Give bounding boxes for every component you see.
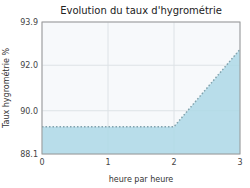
- plot-area: [42, 49, 240, 154]
- y-axis-label: Taux hygrométrie %: [1, 48, 11, 130]
- x-tick-label: 1: [105, 158, 110, 167]
- y-tick-label: 92.0: [20, 61, 38, 70]
- y-tick-label: 88.1: [20, 150, 38, 159]
- plot-background: [42, 22, 240, 154]
- line: [42, 49, 240, 126]
- x-tick-label: 3: [237, 158, 242, 167]
- area: [42, 49, 240, 154]
- chart: 88.1 90.0 92.0 93.9 0 1 2 3 Evolution du taux d'…: [0, 0, 250, 188]
- axes: 88.1 90.0 92.0 93.9 0 1 2 3: [20, 18, 242, 167]
- x-tick-label: 2: [171, 158, 176, 167]
- y-tick-label: 93.9: [20, 18, 38, 27]
- title: Evolution du taux d'hygrométrie: [60, 5, 222, 16]
- grid-line-y: [42, 65, 240, 66]
- y-tick-label: 90.0: [20, 107, 38, 116]
- plot-frame: [42, 22, 240, 154]
- x-tick-label: 0: [39, 158, 44, 167]
- grid: [42, 22, 240, 154]
- x-axis-label: heure par heure: [109, 175, 174, 184]
